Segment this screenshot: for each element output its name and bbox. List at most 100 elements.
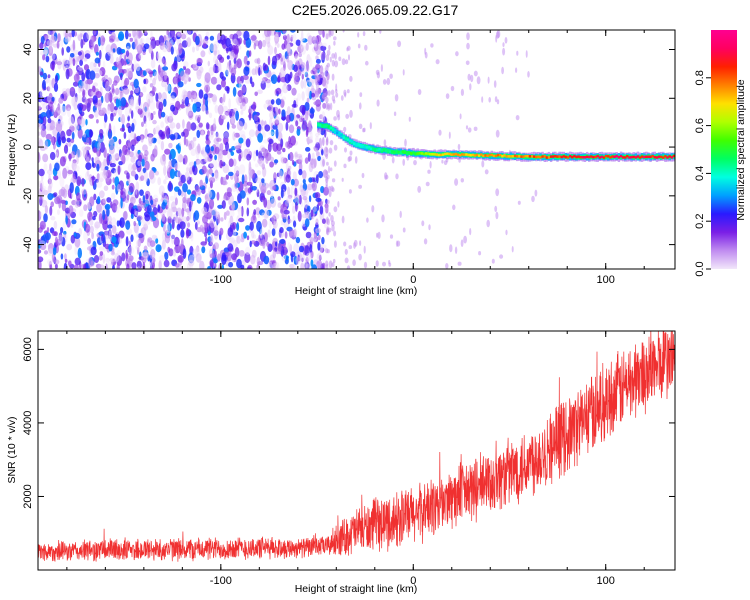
noise-speckle: [144, 121, 148, 128]
noise-speckle: [438, 129, 442, 136]
ridge-cell: [672, 154, 675, 158]
noise-speckle: [340, 95, 344, 101]
noise-speckle: [142, 194, 146, 204]
noise-speckle: [71, 30, 75, 38]
noise-speckle: [134, 38, 138, 50]
noise-speckle: [123, 131, 127, 139]
noise-speckle: [295, 120, 299, 127]
noise-speckle: [256, 187, 259, 193]
noise-speckle: [181, 207, 185, 218]
noise-speckle: [327, 90, 331, 96]
noise-speckle: [402, 227, 406, 233]
noise-speckle: [137, 108, 143, 115]
noise-speckle: [82, 148, 88, 159]
noise-speckle: [173, 76, 179, 85]
noise-speckle: [243, 66, 250, 76]
noise-speckle: [99, 129, 104, 137]
noise-speckle: [328, 44, 331, 51]
noise-speckle: [299, 37, 305, 42]
noise-speckle: [504, 37, 508, 44]
noise-speckle: [301, 30, 304, 41]
noise-speckle: [74, 246, 78, 255]
ridge-cell: [562, 155, 565, 158]
noise-speckle: [285, 199, 289, 207]
noise-speckle: [144, 150, 149, 157]
noise-speckle: [38, 168, 45, 177]
noise-speckle: [320, 51, 326, 61]
noise-speckle: [408, 116, 411, 122]
ridge-cell: [630, 155, 633, 159]
noise-speckle: [108, 138, 115, 146]
noise-speckle: [45, 38, 51, 47]
noise-speckle: [251, 186, 258, 191]
noise-speckle: [160, 121, 165, 128]
noise-speckle: [443, 160, 448, 166]
noise-speckle: [145, 193, 149, 200]
noise-speckle: [486, 219, 491, 228]
noise-speckle: [276, 31, 279, 37]
noise-speckle: [487, 76, 490, 84]
noise-speckle: [231, 253, 238, 261]
noise-speckle: [262, 39, 267, 48]
noise-speckle: [225, 174, 229, 180]
noise-speckle: [121, 49, 126, 54]
noise-speckle: [143, 43, 150, 50]
noise-speckle: [427, 169, 431, 174]
noise-speckle: [152, 111, 156, 115]
noise-speckle: [268, 138, 274, 144]
noise-speckle: [228, 261, 234, 268]
noise-speckle: [111, 83, 115, 93]
noise-speckle: [226, 251, 232, 262]
noise-speckle: [315, 218, 319, 226]
noise-speckle: [308, 90, 313, 100]
noise-speckle: [140, 175, 145, 181]
noise-speckle: [38, 131, 41, 137]
noise-speckle: [230, 151, 235, 157]
noise-speckle: [99, 35, 106, 46]
noise-speckle: [322, 78, 327, 86]
noise-speckle: [87, 211, 93, 221]
noise-speckle: [121, 252, 126, 262]
noise-speckle: [186, 262, 191, 269]
noise-speckle: [313, 43, 317, 48]
noise-speckle: [196, 69, 203, 77]
noise-speckle: [240, 102, 247, 112]
noise-speckle: [130, 213, 134, 219]
noise-speckle: [264, 30, 271, 38]
noise-speckle: [326, 216, 329, 224]
noise-speckle: [109, 54, 114, 64]
noise-speckle: [333, 36, 337, 41]
noise-speckle: [236, 120, 244, 131]
noise-speckle: [62, 167, 68, 179]
noise-speckle: [76, 154, 79, 165]
ridge-cell: [410, 152, 413, 155]
ridge-cell: [397, 150, 400, 153]
noise-speckle: [135, 102, 139, 112]
noise-speckle: [66, 46, 71, 53]
ridge-cell: [626, 155, 629, 158]
noise-speckle: [93, 82, 98, 87]
noise-speckle: [341, 177, 344, 182]
noise-speckle: [161, 44, 168, 53]
noise-speckle: [281, 96, 286, 101]
noise-speckle: [332, 258, 336, 264]
noise-speckle: [190, 90, 195, 96]
noise-speckle: [80, 117, 86, 128]
noise-speckle: [311, 181, 317, 192]
noise-speckle: [239, 190, 246, 199]
noise-speckle: [306, 77, 310, 83]
noise-speckle: [71, 219, 77, 225]
noise-speckle: [83, 64, 90, 71]
noise-speckle: [265, 79, 271, 89]
noise-speckle: [238, 137, 244, 144]
noise-speckle: [249, 221, 254, 231]
noise-speckle: [322, 137, 325, 146]
noise-speckle: [227, 151, 231, 160]
noise-speckle: [305, 257, 309, 264]
noise-speckle: [177, 255, 184, 263]
noise-speckle: [256, 57, 261, 65]
noise-speckle: [120, 97, 127, 107]
noise-speckle: [466, 42, 470, 50]
noise-speckle: [222, 105, 228, 113]
noise-speckle: [294, 187, 298, 197]
